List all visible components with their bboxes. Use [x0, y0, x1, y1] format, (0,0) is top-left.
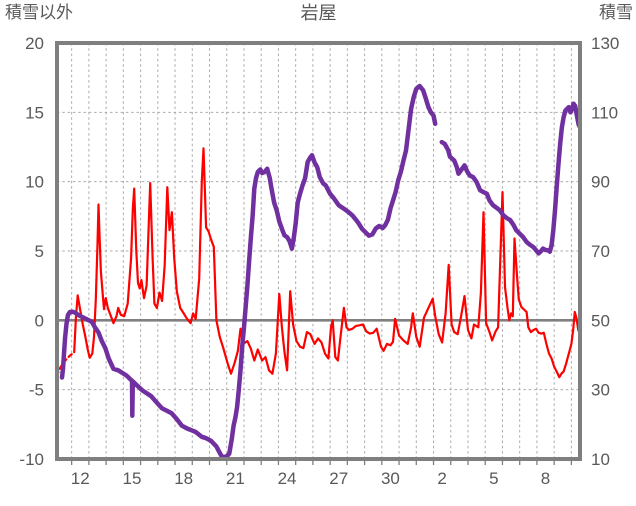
right-tick-label: 30: [591, 381, 610, 400]
left-tick-label: -5: [29, 381, 44, 400]
left-tick-label: -10: [19, 450, 44, 469]
x-tick-label: 30: [381, 469, 400, 488]
x-tick-label: 18: [174, 469, 193, 488]
right-axis-title: 積雪: [599, 3, 633, 22]
x-tick-label: 2: [437, 469, 446, 488]
x-tick-label: 12: [71, 469, 90, 488]
plot-frame: [55, 41, 582, 461]
x-tick-label: 8: [541, 469, 550, 488]
right-tick-label: 130: [591, 34, 619, 53]
right-tick-label: 110: [591, 103, 618, 122]
left-tick-label: 0: [35, 311, 44, 330]
x-tick-label: 5: [489, 469, 498, 488]
left-tick-label: 20: [25, 34, 44, 53]
left-tick-label: 15: [25, 103, 44, 122]
purple-solid-b-line: [439, 101, 580, 256]
red-solid-line: [73, 147, 580, 379]
x-tick-label: 24: [278, 469, 297, 488]
right-tick-label: 50: [591, 311, 610, 330]
left-tick-label: 5: [35, 242, 44, 261]
left-tick-label: 10: [25, 173, 44, 192]
right-tick-label: 90: [591, 173, 610, 192]
right-tick-label: 70: [591, 242, 610, 261]
chart-title: 岩屋: [300, 3, 337, 23]
purple-solid-a-line: [59, 83, 438, 459]
x-tick-label: 15: [122, 469, 141, 488]
left-axis-title: 積雪以外: [5, 3, 73, 22]
x-tick-label: 21: [226, 469, 245, 488]
right-tick-label: 10: [591, 450, 610, 469]
x-tick-label: 27: [329, 469, 348, 488]
